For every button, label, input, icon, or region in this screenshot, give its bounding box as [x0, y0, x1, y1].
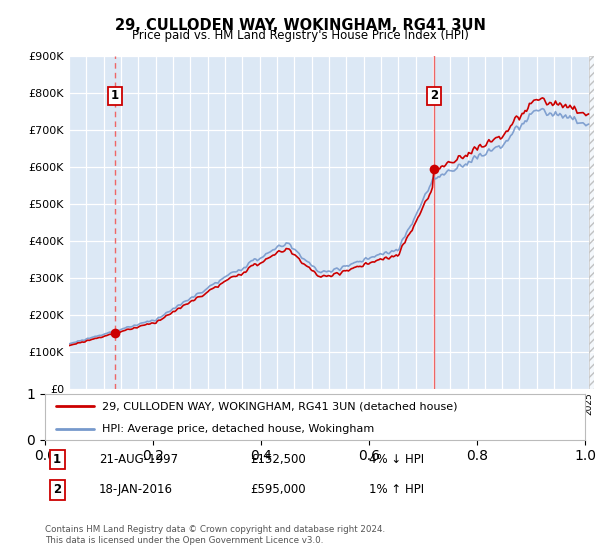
Text: Contains HM Land Registry data © Crown copyright and database right 2024.
This d: Contains HM Land Registry data © Crown c… — [45, 525, 385, 545]
Text: 29, CULLODEN WAY, WOKINGHAM, RG41 3UN (detached house): 29, CULLODEN WAY, WOKINGHAM, RG41 3UN (d… — [101, 401, 457, 411]
Text: Price paid vs. HM Land Registry's House Price Index (HPI): Price paid vs. HM Land Registry's House … — [131, 29, 469, 42]
Text: 18-JAN-2016: 18-JAN-2016 — [99, 483, 173, 496]
Text: £152,500: £152,500 — [250, 453, 306, 466]
Text: 1: 1 — [53, 453, 61, 466]
Text: 1% ↑ HPI: 1% ↑ HPI — [369, 483, 424, 496]
Text: 4% ↓ HPI: 4% ↓ HPI — [369, 453, 424, 466]
Text: 2: 2 — [430, 90, 438, 102]
Text: £595,000: £595,000 — [250, 483, 306, 496]
Text: 2: 2 — [53, 483, 61, 496]
Text: 29, CULLODEN WAY, WOKINGHAM, RG41 3UN: 29, CULLODEN WAY, WOKINGHAM, RG41 3UN — [115, 18, 485, 33]
Text: HPI: Average price, detached house, Wokingham: HPI: Average price, detached house, Woki… — [101, 424, 374, 435]
Text: 21-AUG-1997: 21-AUG-1997 — [99, 453, 178, 466]
Text: 1: 1 — [110, 90, 119, 102]
